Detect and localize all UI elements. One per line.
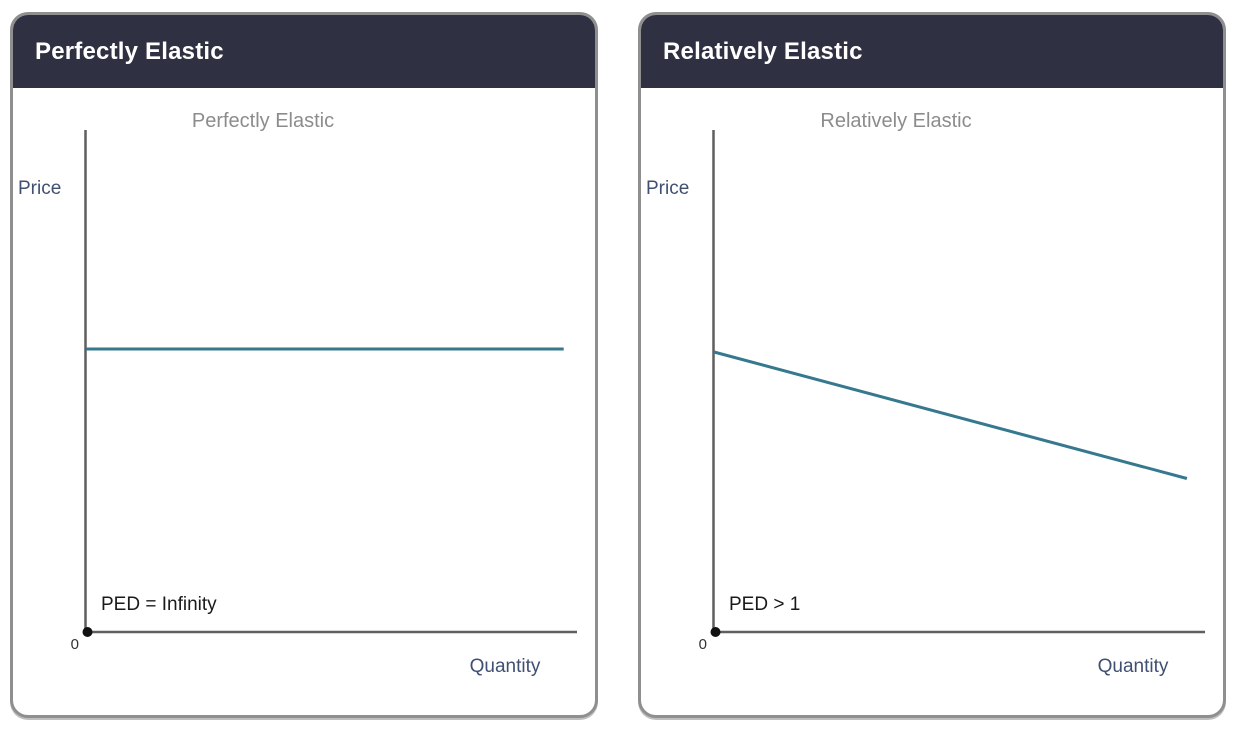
- y-axis-label: Price: [18, 178, 61, 199]
- card-header: Perfectly Elastic: [13, 15, 595, 88]
- origin-label: 0: [699, 636, 707, 653]
- demand-curve: [713, 350, 1188, 480]
- chart-perfectly-elastic: Perfectly Elastic Price PED = Infinity 0…: [18, 110, 577, 677]
- card-relatively-elastic: Relatively Elastic Relatively Elastic Pr…: [638, 12, 1226, 718]
- origin-dot: [710, 627, 721, 637]
- chart-relatively-elastic: Relatively Elastic Price PED > 1 0 Quant…: [646, 110, 1205, 677]
- x-axis-label: Quantity: [470, 656, 541, 677]
- card-perfectly-elastic: Perfectly Elastic Perfectly Elastic Pric…: [10, 12, 598, 718]
- card-header-title: Relatively Elastic: [663, 37, 863, 65]
- chart-title: Relatively Elastic: [820, 110, 971, 132]
- ped-annotation: PED > 1: [729, 594, 800, 615]
- ped-annotation: PED = Infinity: [101, 594, 217, 615]
- x-axis-label: Quantity: [1098, 656, 1169, 677]
- origin-label: 0: [71, 636, 79, 653]
- card-header: Relatively Elastic: [641, 15, 1223, 88]
- origin-dot: [82, 627, 93, 637]
- y-axis-label: Price: [646, 178, 689, 199]
- card-header-title: Perfectly Elastic: [35, 37, 224, 65]
- chart-title: Perfectly Elastic: [192, 110, 334, 132]
